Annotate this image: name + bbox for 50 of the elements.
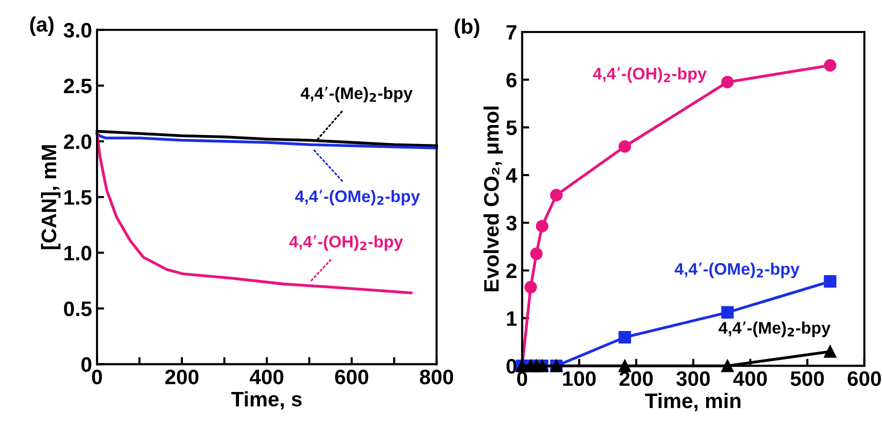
y-axis-title: [CAN], mM [41, 145, 60, 250]
x-tick-label: 200 [620, 371, 653, 386]
annotation: 4,4’-(OH)$_{2}$-bpy [289, 235, 403, 251]
y-tick-label: 6 [506, 72, 517, 88]
y-tick-label: 0 [81, 357, 92, 372]
y-tick-label: 1.5 [64, 190, 92, 205]
x-axis-title: Time, min [645, 392, 740, 412]
y-tick-label: 1.0 [64, 246, 92, 260]
y-tick-label: 0 [506, 358, 516, 374]
x-tick-label: 600 [335, 370, 368, 384]
x-tick-label: 0 [517, 371, 528, 386]
annotation: 4,4’-(OMe)$_{2}$-bpy [674, 262, 800, 278]
annotation: 4,4’-(OMe)$_{2}$-bpy [295, 190, 420, 206]
x-axis-title: Time, s [231, 391, 302, 410]
point [824, 345, 836, 358]
point [824, 275, 836, 288]
y-tick-label: 4 [506, 168, 518, 183]
x-tick-label: 200 [165, 370, 198, 384]
point [524, 280, 537, 294]
x-tick-label: 600 [848, 371, 881, 386]
point [530, 248, 543, 260]
x-tick-label: 400 [250, 370, 284, 384]
y-tick-label: 3.0 [64, 22, 92, 38]
y-axis-title: Evolved CO₂, μmol [484, 106, 503, 292]
annotation: 4,4’-(Me)$_{2}$-bpy [718, 321, 831, 338]
point [550, 188, 563, 202]
point [618, 140, 632, 153]
point [824, 59, 836, 72]
chart-title: (a) [30, 16, 54, 36]
y-tick-label: 3 [506, 216, 517, 231]
point [721, 76, 734, 88]
y-tick-label: 2.5 [64, 78, 92, 94]
x-tick-label: 500 [790, 371, 824, 386]
y-tick-label: 5 [506, 120, 517, 136]
point [721, 306, 734, 319]
x-tick-label: 100 [563, 371, 596, 386]
y-tick-label: 0.5 [64, 301, 92, 316]
y-tick-label: 2.0 [64, 134, 92, 150]
y-tick-label: 2 [506, 263, 516, 278]
point [536, 220, 548, 232]
chart-title: (b) [454, 18, 480, 38]
x-tick-label: 400 [733, 371, 767, 386]
x-tick-label: 800 [420, 370, 454, 384]
annotation: 4,4’-(Me)$_{2}$-bpy [300, 86, 413, 102]
point [618, 330, 632, 344]
y-tick-label: 7 [506, 25, 516, 40]
y-tick-label: 1 [507, 311, 517, 326]
x-tick-label: 0 [92, 370, 102, 384]
annotation: 4,4’-(OH)$_{2}$-bpy [592, 67, 707, 83]
x-tick-label: 300 [676, 371, 710, 386]
